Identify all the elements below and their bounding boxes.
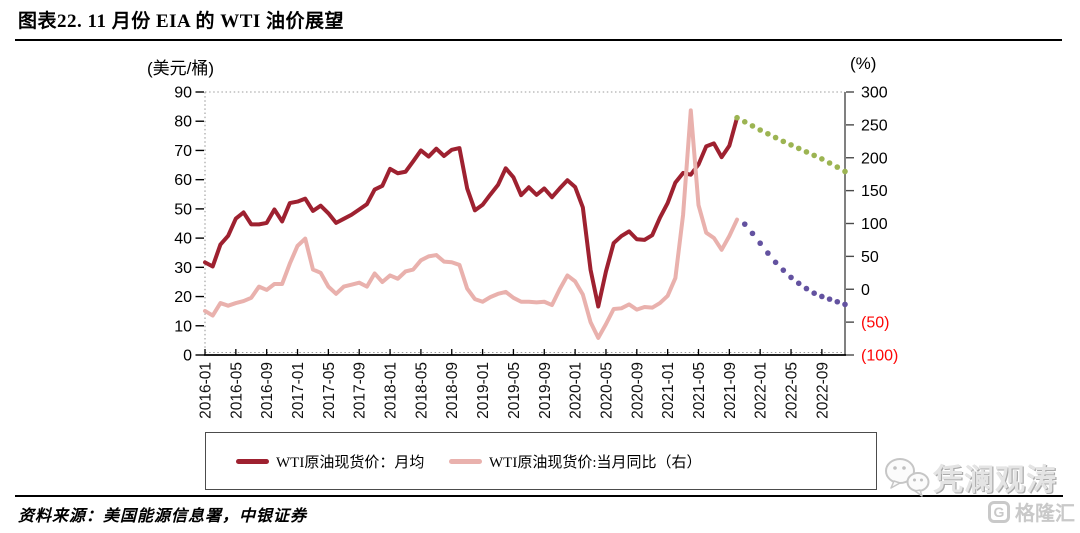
right-axis-tick-label: (50) — [861, 315, 889, 332]
x-axis-tick-label: 2022-09 — [814, 362, 831, 419]
wti-price-forecast-dot — [819, 156, 825, 162]
wti-price-forecast-dot — [765, 130, 771, 137]
right-axis-tick-label: (100) — [861, 348, 898, 365]
x-axis-tick-label: 2017-01 — [290, 362, 307, 419]
wti-spot-price-monthly-line — [203, 115, 740, 309]
wti-spot-price-yoy-line — [203, 108, 740, 340]
wti-price-forecast-dot — [757, 127, 763, 133]
wti-yoy-forecast-dot — [772, 259, 779, 266]
x-axis-tick-label: 2020-01 — [568, 362, 585, 419]
wti-price-forecast-dot — [826, 160, 833, 166]
legend-marker-yoy — [449, 458, 482, 464]
wti-price-forecast-dot — [795, 145, 802, 152]
x-axis-tick-label: 2020-09 — [629, 362, 646, 419]
gelonghui-label: 格隆汇 — [1015, 503, 1075, 525]
left-axis-tick-label: 50 — [174, 201, 192, 218]
legend-label-price: WTI原油现货价：月均 — [276, 454, 425, 471]
x-axis-tick-label: 2018-05 — [413, 362, 430, 419]
wti-yoy-forecast-dot — [788, 274, 794, 281]
x-axis-tick-label: 2018-01 — [383, 362, 400, 419]
x-axis-tick-label: 2022-05 — [784, 362, 801, 419]
wti-price-forecast-dot — [803, 149, 810, 155]
source-note: 资料来源：美国能源信息署，中银证券 — [18, 508, 308, 525]
gelonghui-logo-letter: G — [993, 503, 1005, 520]
wti-price-forecast-dot — [834, 164, 841, 170]
x-axis-tick-label: 2021-09 — [722, 362, 739, 419]
left-axis-tick-label: 20 — [174, 289, 192, 306]
left-axis-tick-label: 90 — [174, 85, 192, 102]
left-axis-tick-label: 10 — [174, 318, 192, 335]
wti-price-forecast-dot — [734, 114, 740, 121]
x-axis-tick-label: 2021-05 — [691, 362, 708, 419]
left-axis-tick-label: 60 — [174, 172, 192, 189]
right-axis-tick-label: 50 — [861, 249, 879, 266]
wti-price-forecast-dot — [811, 152, 817, 159]
wti-price-forecast-dot — [788, 142, 794, 148]
right-axis-tick-label: 250 — [861, 117, 888, 134]
wechat-icon — [885, 458, 930, 497]
wti-price-forecast-dot — [749, 123, 756, 129]
left-axis-tick-label: 70 — [174, 143, 192, 160]
x-axis-tick-label: 2016-09 — [259, 362, 276, 419]
left-axis-tick-label: 30 — [174, 260, 192, 277]
wti-yoy-forecast-dot — [749, 230, 756, 237]
wti-yoy-forecast-dot — [819, 293, 825, 300]
legend-item-yoy: WTI原油现货价:当月同比（右） — [449, 433, 701, 489]
right-axis-tick-label: 0 — [861, 282, 870, 299]
legend-marker-price — [236, 458, 269, 464]
x-axis-tick-label: 2016-01 — [198, 362, 215, 419]
right-axis-tick-label: 100 — [861, 216, 888, 233]
wti-yoy-forecast-dot — [741, 221, 748, 227]
wti-price-forecast-dot — [780, 138, 787, 145]
wti-yoy-forecast-dot — [803, 285, 810, 292]
x-axis-tick-label: 2019-01 — [475, 362, 492, 419]
chart-legend: WTI原油现货价：月均 WTI原油现货价:当月同比（右） — [205, 432, 877, 490]
wti-yoy-forecast-dot — [826, 296, 833, 302]
wti-yoy-forecast-dot — [834, 298, 841, 305]
x-axis-tick-label: 2020-05 — [598, 362, 615, 419]
right-axis-tick-label: 200 — [861, 150, 888, 167]
right-axis-tick-label: 150 — [861, 183, 888, 200]
left-axis-tick-label: 40 — [174, 231, 192, 248]
wti-yoy-forecast-dot — [811, 290, 817, 296]
wti-yoy-forecast-dot — [780, 267, 787, 273]
left-axis-tick-label: 80 — [174, 114, 192, 131]
watermark-wechat-name: 凭澜观涛 — [933, 464, 1057, 497]
wti-yoy-forecast-dot — [795, 280, 802, 287]
x-axis-tick-label: 2021-01 — [660, 362, 677, 419]
title-underline — [15, 39, 1062, 41]
gelonghui-logo: G — [988, 500, 1010, 523]
x-axis-tick-label: 2019-05 — [506, 362, 523, 419]
wti-price-forecast-dot — [741, 119, 748, 125]
wti-price-forecast-dot — [842, 168, 848, 175]
x-axis-tick-label: 2022-01 — [753, 362, 770, 419]
watermark-wechat: 凭澜观涛 — [884, 455, 1057, 499]
figure-title: 图表22. 11 月份 EIA 的 WTI 油价展望 — [18, 11, 345, 32]
legend-label-yoy: WTI原油现货价:当月同比（右） — [489, 454, 702, 471]
x-axis-tick-label: 2017-05 — [321, 362, 338, 419]
left-axis-title: (美元/桶) — [147, 59, 215, 78]
x-axis-tick-label: 2019-09 — [537, 362, 554, 419]
wti-yoy-forecast-dot — [765, 250, 771, 256]
right-axis-title: (%) — [850, 54, 877, 73]
x-axis-tick-label: 2017-09 — [352, 362, 369, 419]
right-axis-tick-label: 300 — [861, 85, 888, 102]
left-axis-tick-label: 0 — [183, 348, 192, 365]
wti-yoy-forecast-dot — [842, 301, 848, 308]
x-axis-tick-label: 2018-09 — [444, 362, 461, 419]
footer-divider — [15, 495, 1063, 497]
wti-price-forecast-dot — [772, 134, 779, 141]
legend-item-price: WTI原油现货价：月均 — [236, 433, 424, 489]
x-axis-tick-label: 2016-05 — [228, 362, 245, 419]
wti-yoy-forecast-dot — [757, 240, 763, 247]
watermark-gelonghui: G 格隆汇 — [988, 497, 1075, 526]
